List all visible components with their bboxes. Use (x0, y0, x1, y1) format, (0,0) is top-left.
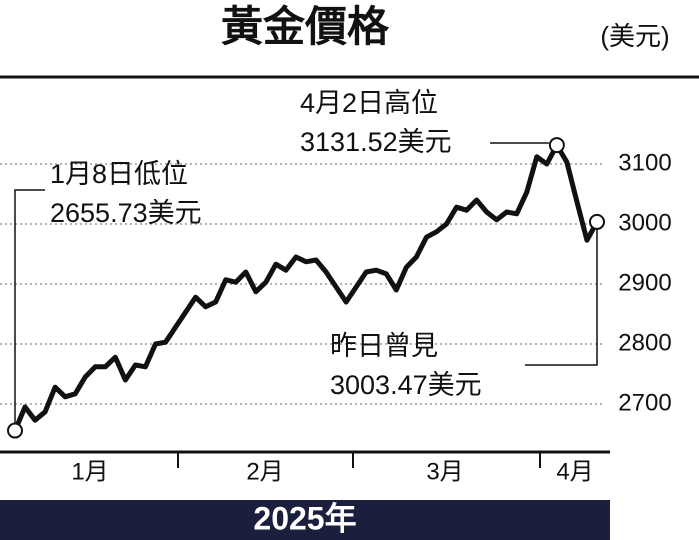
leader-line (14, 189, 45, 423)
annotation: 2655.73美元 (50, 198, 202, 228)
annotation: 昨日曾見 (330, 331, 438, 361)
y-tick-label: 3100 (618, 149, 671, 176)
y-tick-label: 2900 (618, 269, 671, 296)
chart-title: 黃金價格 (221, 3, 390, 50)
x-tick-label: 3月 (426, 458, 463, 485)
year-label: 2025年 (253, 500, 356, 536)
annotation: 3131.52美元 (300, 127, 452, 157)
year-band (0, 500, 610, 540)
x-tick-label: 4月 (556, 458, 593, 485)
leader-line (525, 229, 598, 366)
x-tick-label: 1月 (71, 458, 108, 485)
y-tick-label: 3000 (618, 209, 671, 236)
point-marker (589, 213, 605, 230)
y-tick-label: 2800 (618, 329, 671, 356)
price-line (12, 142, 600, 432)
y-tick-label: 2700 (618, 389, 671, 416)
point-marker (548, 137, 565, 154)
annotation: 1月8日低位 (50, 159, 188, 189)
annotation: 4月2日高位 (300, 88, 438, 118)
x-tick-label: 2月 (246, 458, 283, 485)
point-marker (7, 422, 23, 439)
annotation: 3003.47美元 (330, 370, 482, 400)
unit-label: (美元) (600, 21, 669, 51)
